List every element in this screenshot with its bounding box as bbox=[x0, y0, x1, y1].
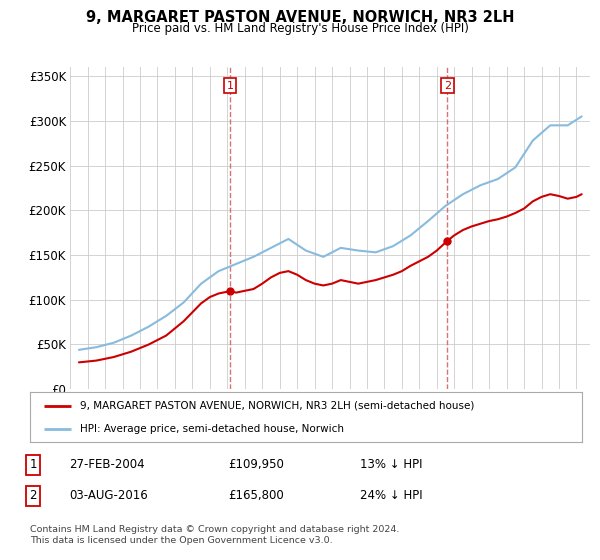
Text: £109,950: £109,950 bbox=[228, 458, 284, 472]
Text: 1: 1 bbox=[226, 81, 233, 91]
Text: 1: 1 bbox=[29, 458, 37, 472]
Text: 27-FEB-2004: 27-FEB-2004 bbox=[69, 458, 145, 472]
Text: Contains HM Land Registry data © Crown copyright and database right 2024.
This d: Contains HM Land Registry data © Crown c… bbox=[30, 525, 400, 545]
Text: 2: 2 bbox=[443, 81, 451, 91]
Text: 03-AUG-2016: 03-AUG-2016 bbox=[69, 489, 148, 502]
Text: 13% ↓ HPI: 13% ↓ HPI bbox=[360, 458, 422, 472]
Text: 9, MARGARET PASTON AVENUE, NORWICH, NR3 2LH (semi-detached house): 9, MARGARET PASTON AVENUE, NORWICH, NR3 … bbox=[80, 400, 474, 410]
Text: £165,800: £165,800 bbox=[228, 489, 284, 502]
Text: HPI: Average price, semi-detached house, Norwich: HPI: Average price, semi-detached house,… bbox=[80, 424, 344, 434]
Text: 24% ↓ HPI: 24% ↓ HPI bbox=[360, 489, 422, 502]
Text: 2: 2 bbox=[29, 489, 37, 502]
Text: 9, MARGARET PASTON AVENUE, NORWICH, NR3 2LH: 9, MARGARET PASTON AVENUE, NORWICH, NR3 … bbox=[86, 10, 514, 25]
Text: Price paid vs. HM Land Registry's House Price Index (HPI): Price paid vs. HM Land Registry's House … bbox=[131, 22, 469, 35]
